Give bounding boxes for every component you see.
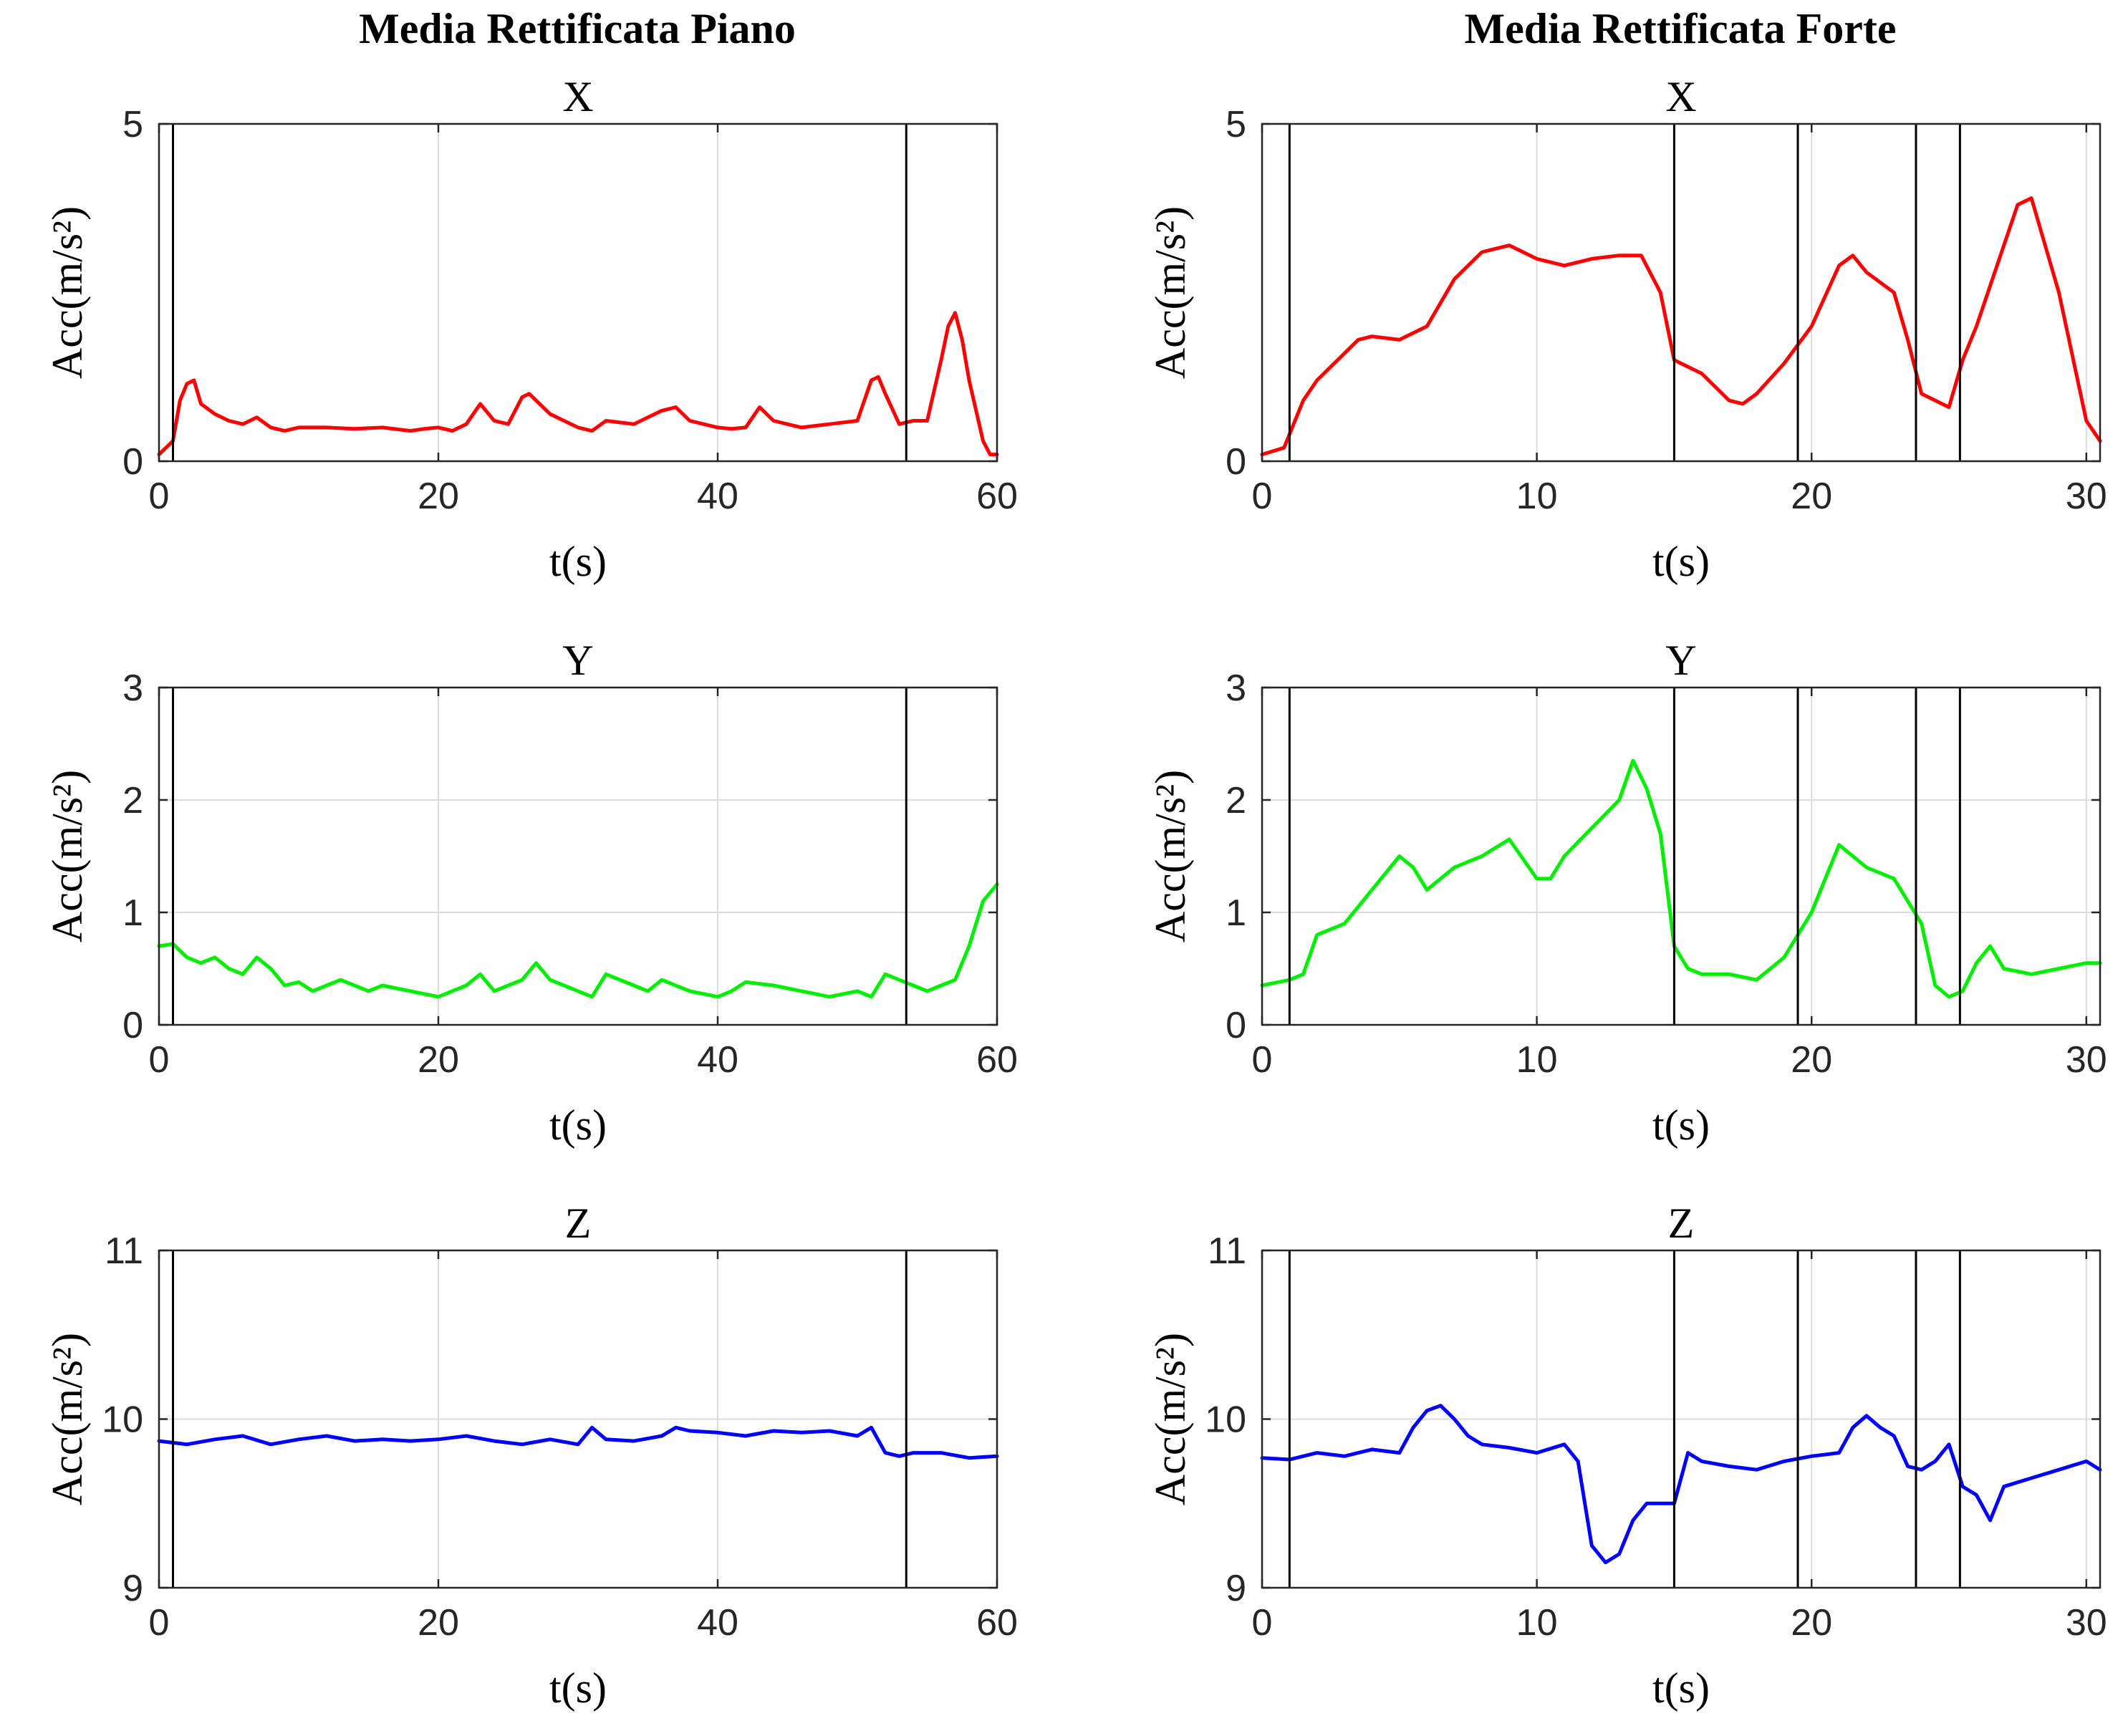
data-series-line xyxy=(1260,196,2102,457)
x-tick-label: 20 xyxy=(1791,476,1832,517)
x-tick-label: 0 xyxy=(149,1039,170,1081)
axes-frame xyxy=(1261,686,2102,1026)
y-axis-label: Acc(m/s²) xyxy=(1147,770,1194,942)
x-axis-label: t(s) xyxy=(1652,1101,1710,1149)
data-series-line xyxy=(1260,758,2102,999)
y-tick-label: 0 xyxy=(1226,441,1246,483)
x-tick-label: 40 xyxy=(697,476,738,517)
y-tick-label: 0 xyxy=(122,441,143,483)
y-axis-label: Acc(m/s²) xyxy=(44,1333,91,1505)
x-tick-label: 0 xyxy=(1252,1602,1273,1644)
axes-frame xyxy=(1261,122,2102,463)
x-tick-label: 60 xyxy=(976,1039,1018,1081)
y-tick-label: 9 xyxy=(122,1568,143,1609)
y-axis-label: Acc(m/s²) xyxy=(44,770,91,942)
y-tick-label: 10 xyxy=(1205,1399,1246,1441)
subplot-6: 0 10 20 30 9 10 11 Zt(s) Acc(m/s²) xyxy=(1147,1200,2107,1712)
x-axis-label: t(s) xyxy=(1652,538,1710,585)
y-tick-label: 1 xyxy=(1226,892,1246,934)
x-tick-label: 20 xyxy=(1791,1602,1832,1644)
column-title-piano: Media Rettificata Piano xyxy=(359,5,796,52)
y-tick-label: 11 xyxy=(105,1230,143,1272)
subplot-2: 0 10 20 30 0 5 Xt(s) Acc(m/s²) xyxy=(1147,73,2107,585)
x-tick-label: 0 xyxy=(1252,476,1273,517)
x-tick-label: 20 xyxy=(418,1602,459,1644)
x-tick-label: 0 xyxy=(149,476,170,517)
subplot-title: Y xyxy=(1665,637,1696,684)
y-tick-label: 2 xyxy=(122,780,143,821)
x-tick-label: 30 xyxy=(2066,1602,2107,1644)
x-tick-label: 30 xyxy=(2066,1039,2107,1081)
x-tick-label: 0 xyxy=(149,1602,170,1644)
axes-frame xyxy=(158,686,998,1026)
y-axis-label: Acc(m/s²) xyxy=(44,206,91,379)
subplot-title: Y xyxy=(562,637,593,684)
y-axis-label: Acc(m/s²) xyxy=(1147,1333,1194,1505)
subplot-5: 0 20 40 60 9 10 11 Zt(s) Acc(m/s²) xyxy=(44,1200,1018,1712)
data-series-line xyxy=(157,1425,999,1460)
subplot-4: 0 10 20 30 0 1 2 3 Yt(s) Acc(m/s²) xyxy=(1147,637,2107,1149)
x-tick-label: 10 xyxy=(1516,1602,1558,1644)
y-tick-label: 11 xyxy=(1208,1230,1246,1272)
y-tick-label: 5 xyxy=(122,104,143,145)
y-axis-label: Acc(m/s²) xyxy=(1147,206,1194,379)
data-series-line xyxy=(157,311,999,457)
axes-frame xyxy=(158,122,998,463)
y-tick-label: 3 xyxy=(1226,667,1246,709)
y-tick-label: 9 xyxy=(1226,1568,1246,1609)
subplot-title: X xyxy=(562,73,593,120)
y-tick-label: 2 xyxy=(1226,780,1246,821)
x-axis-label: t(s) xyxy=(549,538,607,585)
data-series-line xyxy=(157,882,999,999)
x-tick-label: 10 xyxy=(1516,476,1558,517)
subplot-1: 0 20 40 60 0 5 Xt(s) Acc(m/s²) xyxy=(44,73,1018,585)
column-title-forte: Media Rettificata Forte xyxy=(1464,5,1896,52)
x-tick-label: 10 xyxy=(1516,1039,1558,1081)
x-axis-label: t(s) xyxy=(549,1664,607,1712)
x-tick-label: 60 xyxy=(976,476,1018,517)
x-tick-label: 20 xyxy=(418,1039,459,1081)
x-tick-label: 60 xyxy=(976,1602,1018,1644)
subplot-3: 0 20 40 60 0 1 2 3 Yt(s) Acc(m/s²) xyxy=(44,637,1018,1149)
y-tick-label: 10 xyxy=(102,1399,143,1441)
x-axis-label: t(s) xyxy=(1652,1664,1710,1712)
x-tick-label: 20 xyxy=(1791,1039,1832,1081)
x-tick-label: 40 xyxy=(697,1602,738,1644)
x-tick-label: 40 xyxy=(697,1039,738,1081)
y-tick-label: 0 xyxy=(1226,1005,1246,1046)
x-tick-label: 30 xyxy=(2066,476,2107,517)
y-tick-label: 3 xyxy=(122,667,143,709)
y-tick-label: 5 xyxy=(1226,104,1246,145)
data-series-line xyxy=(1260,1404,2102,1565)
x-tick-label: 0 xyxy=(1252,1039,1273,1081)
x-tick-label: 20 xyxy=(418,476,459,517)
subplot-title: Z xyxy=(565,1200,592,1247)
x-axis-label: t(s) xyxy=(549,1101,607,1149)
y-tick-label: 1 xyxy=(122,892,143,934)
y-tick-label: 0 xyxy=(122,1005,143,1046)
subplot-title: X xyxy=(1665,73,1696,120)
subplot-title: Z xyxy=(1668,1200,1695,1247)
